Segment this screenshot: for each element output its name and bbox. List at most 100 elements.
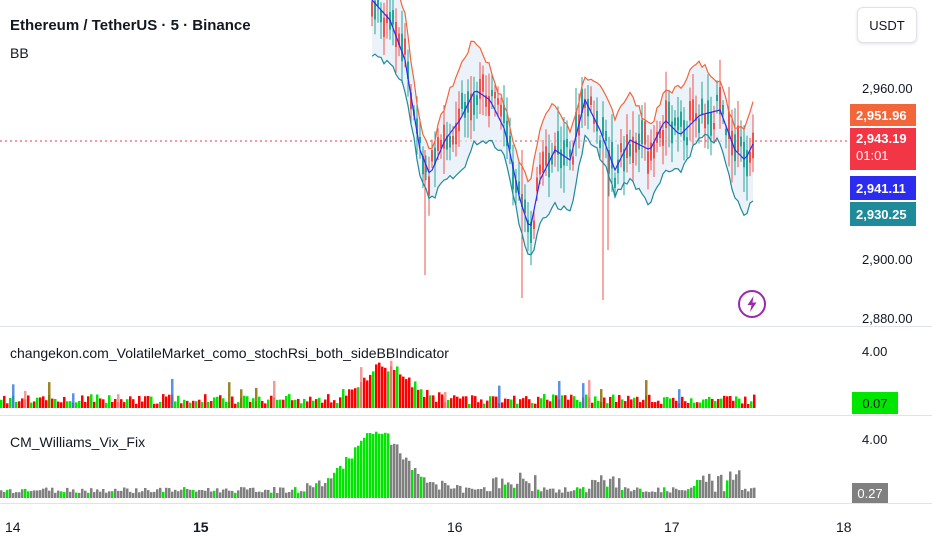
stoch-bar (84, 402, 87, 408)
candle-body (383, 17, 385, 37)
stoch-bar (642, 399, 645, 408)
vix-indicator-title[interactable]: CM_Williams_Vix_Fix (10, 434, 146, 450)
vix-bar (315, 483, 318, 498)
vix-bar (210, 491, 213, 498)
vix-bar (483, 487, 486, 498)
vix-bar (618, 478, 621, 498)
candle-body (686, 137, 688, 146)
stoch-bar (339, 397, 342, 408)
stoch-bar (45, 400, 48, 408)
vix-bar (51, 487, 54, 498)
stoch-bar (528, 399, 531, 408)
candle-body (491, 89, 493, 97)
vix-bar (534, 475, 537, 498)
symbol-title[interactable]: Ethereum / TetherUS · 5 · Binance (10, 17, 251, 34)
vix-bar (402, 459, 405, 498)
stoch-bar (351, 389, 354, 408)
vix-bar (681, 490, 684, 498)
pane-separator[interactable] (0, 326, 932, 327)
vix-bar (411, 470, 414, 498)
vix-bar (375, 431, 378, 498)
vix-bar (522, 478, 525, 498)
stoch-bar (174, 401, 177, 408)
stoch-indicator-title[interactable]: changekon.com_VolatileMarket_como_stochR… (10, 345, 449, 361)
stoch-bar (597, 400, 600, 408)
candle-body (668, 101, 670, 124)
stoch-bar (345, 395, 348, 408)
pane-separator[interactable] (0, 415, 932, 416)
stoch-bar (72, 393, 75, 408)
vix-bar (609, 478, 612, 498)
vix-bar (381, 433, 384, 498)
vix-bar (540, 491, 543, 498)
candle-body (566, 139, 568, 148)
stoch-bar (342, 389, 345, 408)
stoch-bar (306, 401, 309, 408)
stoch-bar (321, 402, 324, 408)
vix-bar (288, 492, 291, 498)
vix-bar (585, 492, 588, 498)
stoch-bar (9, 398, 12, 408)
stoch-bar (408, 377, 411, 408)
bb-lower-line (371, 53, 754, 256)
stoch-bar (693, 402, 696, 408)
currency-button[interactable]: USDT (857, 7, 917, 43)
stoch-bar (498, 385, 501, 408)
vix-bar (468, 487, 471, 498)
stoch-bar (651, 402, 654, 408)
stoch-bar (309, 396, 312, 408)
stoch-bar (324, 399, 327, 408)
stoch-bar (159, 401, 162, 408)
candle-body (467, 91, 469, 113)
stoch-bar (447, 399, 450, 408)
vix-bar (102, 489, 105, 498)
stoch-bar (738, 398, 741, 408)
candle-body (392, 10, 394, 25)
vix-bar (114, 488, 117, 498)
vix-bar (444, 483, 447, 498)
vix-bar (36, 490, 39, 498)
candle-body (650, 142, 652, 161)
stoch-bar (654, 402, 657, 408)
stoch-bar (426, 389, 429, 408)
candle-body (710, 112, 712, 136)
stoch-bar (534, 403, 537, 408)
candle-body (533, 220, 535, 229)
vix-bar (360, 440, 363, 498)
bb-indicator-label[interactable]: BB (10, 45, 29, 61)
candle-body (500, 104, 502, 117)
stoch-bar (423, 396, 426, 408)
last-price-value: 2,943.19 (856, 131, 907, 146)
vix-bar (366, 433, 369, 498)
candle-body (431, 150, 433, 162)
stoch-bar (453, 395, 456, 408)
vix-bar (603, 480, 606, 498)
candle-body (692, 99, 694, 122)
vix-bar (87, 492, 90, 498)
price-axis-label: 2,880.00 (862, 311, 913, 326)
stoch-bar (183, 399, 186, 408)
vix-bar (63, 492, 66, 498)
vix-bar (84, 490, 87, 498)
vix-bar (153, 491, 156, 498)
vix-bar (291, 489, 294, 498)
candle-body (548, 152, 550, 178)
vix-bar (621, 490, 624, 498)
stoch-bar (24, 390, 27, 408)
vix-bar (462, 492, 465, 498)
stoch-bar (177, 395, 180, 408)
candle-body (518, 181, 520, 195)
stoch-bar (459, 398, 462, 408)
stoch-bar (129, 396, 132, 408)
stoch-bar (381, 366, 384, 408)
stoch-bar (702, 399, 705, 408)
candle-body (644, 121, 646, 145)
lightning-bolt-icon[interactable] (737, 289, 767, 319)
candle-body (542, 151, 544, 173)
vix-bar (54, 492, 57, 498)
stoch-bar (579, 401, 582, 408)
stoch-bar (720, 398, 723, 408)
vix-bar (741, 490, 744, 498)
candle-body (512, 161, 514, 190)
